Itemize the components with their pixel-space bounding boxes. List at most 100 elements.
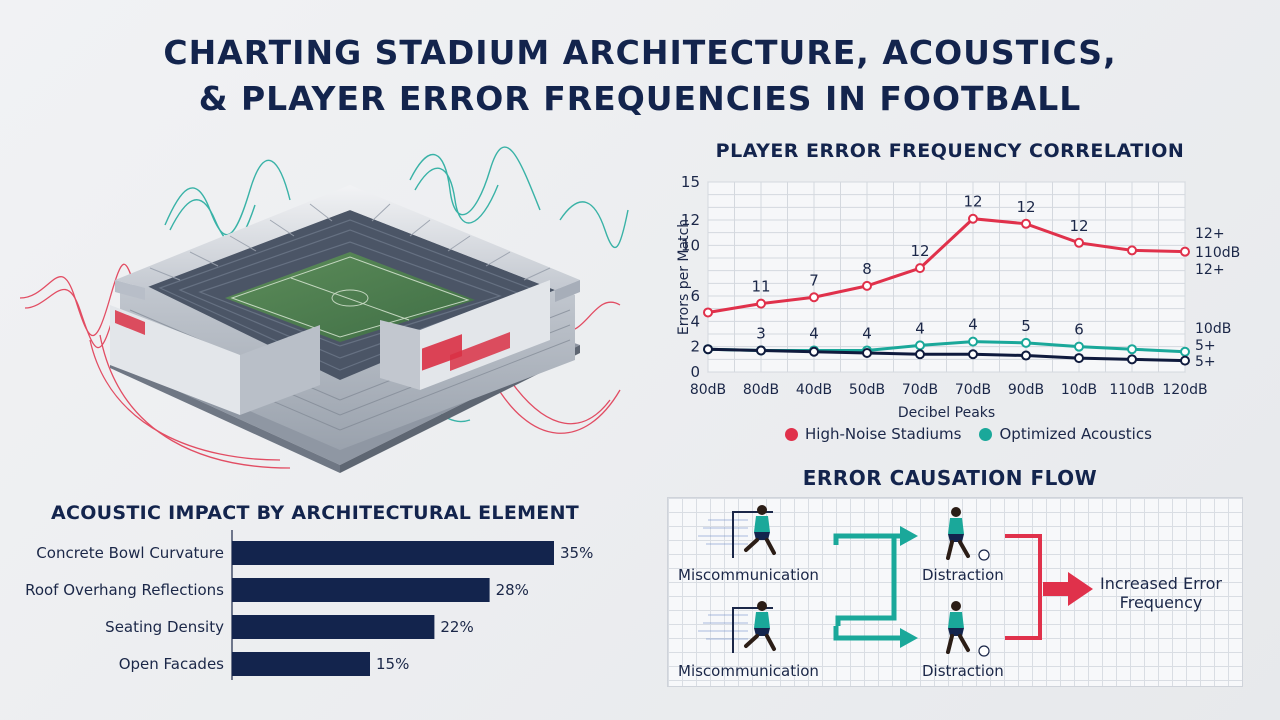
right-annotation: 5+: [1195, 338, 1216, 354]
player-icon-cause-top: [744, 505, 776, 555]
legend-dot-teal: [979, 427, 993, 441]
data-point: [809, 346, 819, 357]
x-tick-label: 10dB: [1061, 382, 1097, 398]
legend-dot-red: [785, 427, 798, 441]
red-arrow-shaft: [1043, 582, 1071, 596]
page-title: CHARTING STADIUM ARCHITECTURE, ACOUSTICS…: [0, 30, 1280, 122]
data-label: 4: [862, 324, 872, 342]
bar-value-label: 15%: [376, 655, 409, 673]
bar: [232, 578, 490, 602]
data-point: [1021, 337, 1031, 348]
data-point: [915, 349, 925, 360]
flow-cause-top: Miscommunication: [678, 566, 819, 584]
x-tick-label: 90dB: [1008, 382, 1044, 398]
data-label: 5: [1021, 317, 1031, 335]
flow-diagram: Miscommunication Miscommunication Distra…: [667, 497, 1243, 687]
right-annotation: 10dB: [1195, 321, 1231, 337]
teal-arrowhead-top: [900, 526, 918, 546]
data-point: [862, 348, 872, 358]
x-tick-label: 50dB: [849, 382, 885, 398]
page-title-line-2: & PLAYER ERROR FREQUENCIES IN FOOTBALL: [198, 79, 1082, 118]
data-point: [1127, 245, 1137, 256]
data-point: [1074, 353, 1084, 364]
flow-mid-bottom: Distraction: [922, 662, 1004, 680]
x-tick-label: 70dB: [955, 382, 991, 398]
data-point: [915, 263, 925, 274]
flow-title: ERROR CAUSATION FLOW: [802, 466, 1098, 490]
player-icon-mid-bottom: [946, 601, 990, 657]
flow-cause-bottom: Miscommunication: [678, 662, 819, 680]
data-point: [703, 307, 713, 318]
line-chart-title: PLAYER ERROR FREQUENCY CORRELATION: [715, 140, 1185, 162]
line-chart-legend: High-Noise Stadiums Optimized Acoustics: [785, 425, 1152, 443]
data-point: [1180, 346, 1190, 357]
data-point: [862, 280, 872, 291]
y-tick-label: 6: [690, 287, 700, 305]
right-annotation: 12+: [1195, 226, 1225, 242]
data-point: [968, 213, 978, 224]
series-line: [707, 217, 1186, 314]
right-annotation: 110dB: [1195, 245, 1240, 261]
data-point: [915, 340, 925, 351]
y-tick-label: 2: [690, 338, 700, 356]
x-axis-label: Decibel Peaks: [898, 405, 995, 421]
bar-value-label: 28%: [496, 581, 529, 599]
data-point: [756, 298, 766, 309]
bar-chart: Concrete Bowl Curvature 35% Roof Overhang …: [25, 530, 593, 680]
flow-graphics: [698, 505, 1093, 657]
legend-item-high-noise: High-Noise Stadiums: [785, 425, 961, 443]
y-tick-label: 15: [681, 173, 700, 191]
data-label: 4: [809, 324, 819, 342]
data-point: [968, 336, 978, 347]
right-annotation: 12+: [1195, 262, 1225, 278]
legend-item-optimized: Optimized Acoustics: [979, 425, 1152, 443]
data-label: 12: [963, 193, 982, 211]
red-bracket: [1005, 534, 1042, 640]
y-tick-label: 4: [690, 312, 700, 330]
data-point: [1021, 350, 1031, 361]
data-point: [1127, 354, 1137, 365]
data-point: [968, 349, 978, 360]
bar-value-label: 22%: [440, 618, 473, 636]
y-axis-label: Errors per Match: [676, 219, 692, 335]
data-label: 7: [809, 271, 819, 289]
bar: [232, 541, 554, 565]
bar-category-label: Open Facades: [119, 655, 224, 673]
bar-category-label: Concrete Bowl Curvature: [36, 544, 224, 562]
data-point: [1074, 341, 1084, 352]
teal-arrows: [833, 533, 904, 641]
data-point: [1180, 246, 1190, 257]
page-title-line-1: CHARTING STADIUM ARCHITECTURE, ACOUSTICS…: [163, 33, 1117, 72]
data-point: [1127, 344, 1137, 355]
bar-chart-title: ACOUSTIC IMPACT BY ARCHITECTURAL ELEMENT: [50, 502, 580, 524]
data-label: 4: [915, 319, 925, 337]
data-label: 12: [1069, 217, 1088, 235]
data-point: [809, 292, 819, 303]
player-icon-mid-top: [946, 507, 990, 561]
data-point: [1180, 355, 1190, 366]
data-point: [1074, 237, 1084, 248]
data-label: 6: [1074, 321, 1084, 339]
flow-mid-top: Distraction: [922, 566, 1004, 584]
speed-streaks: [698, 519, 748, 640]
data-point: [1021, 218, 1031, 229]
x-tick-label: 80dB: [743, 382, 779, 398]
x-tick-label: 110dB: [1109, 382, 1154, 398]
flow-result: Increased Error Frequency: [1100, 574, 1222, 612]
data-point: [703, 344, 713, 355]
player-icon-cause-bottom: [744, 601, 776, 651]
x-tick-label: 40dB: [796, 382, 832, 398]
y-tick-label: 10: [681, 236, 700, 254]
bar: [232, 615, 435, 639]
x-tick-label: 120dB: [1162, 382, 1207, 398]
data-label: 12: [1016, 198, 1035, 216]
line-chart: 0 2 4 6 10 12 15 80dB 80dB 40dB 50dB 70dB 70dB 90dB 10…: [676, 173, 1240, 421]
bar-category-label: Roof Overhang Reflections: [25, 581, 224, 599]
y-tick-label: 12: [681, 211, 700, 229]
data-label: 8: [862, 260, 872, 278]
x-tick-label: 70dB: [902, 382, 938, 398]
data-point: [756, 345, 766, 356]
y-tick-label: 0: [690, 363, 700, 381]
data-label: 12: [910, 242, 929, 260]
series-line: [707, 347, 1186, 363]
